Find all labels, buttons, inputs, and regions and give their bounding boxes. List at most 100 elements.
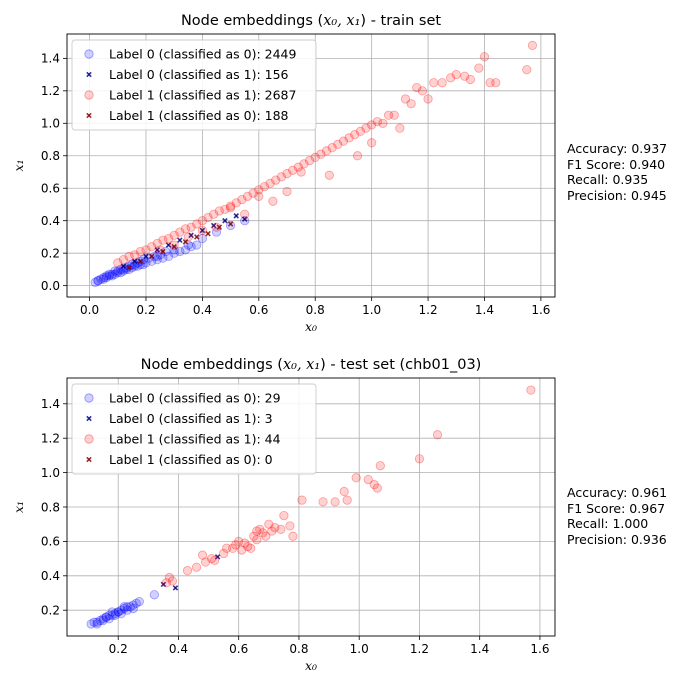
train-point [423,94,433,104]
train-point [169,230,179,240]
test-point [122,605,132,615]
train-point [333,139,343,149]
train-f1-score: F1 Score: 0.940 [567,156,666,172]
train-points [90,40,538,287]
train-point [389,110,399,120]
train-point [321,146,332,156]
train-point [107,269,117,279]
test-point [243,541,253,552]
test-xtick-label: 1.0 [350,642,369,656]
test-points [86,385,536,629]
train-point [152,251,162,262]
train-point [316,149,326,159]
test-point [92,619,102,629]
test-precision: Precision: 0.936 [567,531,667,547]
train-point-x [222,217,228,224]
train-point [107,271,117,281]
test-ylabel: x₁ [11,501,26,513]
train-point [104,271,114,281]
test-legend-label: Label 1 (classified as 1): 44 [109,432,281,447]
train-point [147,242,157,252]
train-accuracy: Accuracy: 0.937 [567,141,668,156]
test-point [128,600,138,610]
test-point [432,430,443,440]
train-point [130,250,140,260]
train-point [242,191,253,201]
test-point [288,531,298,541]
train-point [161,246,171,257]
train-point [211,222,222,232]
train-point [254,191,264,201]
train-point [113,266,123,276]
train-point-x [131,258,138,265]
test-ytick-label: 1.0 [41,466,60,480]
train-point [446,73,456,83]
test-legend-label: Label 1 (classified as 0): 0 [109,452,273,467]
test-point [330,497,340,507]
train-point [304,156,315,166]
train-point [226,201,236,211]
test-point [267,526,277,536]
train-point [400,94,411,104]
test-point [95,615,105,626]
test-point [113,607,123,617]
test-point [200,557,211,567]
test-xtick-label: 1.2 [410,642,429,656]
train-point [197,216,207,226]
test-point [167,576,178,586]
train-point [104,269,114,279]
train-legend-marker [84,90,94,100]
train-point-x [171,243,177,250]
train-point-x [210,222,217,229]
train-point [101,271,112,281]
test-point [119,602,129,612]
train-point [183,232,193,242]
train-point [141,245,151,255]
train-point [113,258,123,268]
test-chart: 0.2 0.4 0.6 0.8 1.0 1.2 1.4 1.6 0.2 0.4 0.6 0.8 1.0 1… [11,357,556,673]
test-point [279,510,289,521]
train-point [437,78,447,88]
test-metrics: Accuracy: 0.961 F1 Score: 0.967 Recall: … [567,485,667,547]
train-point [417,86,428,96]
test-ytick-label: 1.4 [41,397,60,411]
train-point [240,216,250,226]
train-point [344,133,354,143]
test-point [101,612,111,622]
test-point [116,605,126,615]
train-point [163,233,174,244]
test-point [104,614,114,624]
test-point [122,602,132,612]
test-ytick-label: 0.2 [41,604,60,618]
test-point [92,617,102,627]
train-ytick-label: 0.0 [41,279,60,293]
train-point [149,251,160,262]
test-series-1 [160,554,221,591]
train-point [231,198,241,208]
test-ytick-label: 0.4 [41,569,60,583]
test-point [182,566,193,576]
test-accuracy: Accuracy: 0.961 [567,485,668,500]
train-ytick-label: 1.4 [41,52,60,66]
train-point-x [177,237,183,243]
test-xtick-label: 0.2 [109,642,128,656]
test-legend-label: Label 0 (classified as 0): 29 [109,391,281,406]
test-ytick-label: 0.8 [41,500,60,514]
test-point [375,461,385,471]
train-point [226,220,236,231]
train-point [355,126,365,137]
train-point [192,240,202,250]
train-point [527,40,538,50]
train-point [265,178,275,188]
train-series-0 [90,216,250,287]
train-point-x [193,234,200,240]
train-point [429,78,439,88]
train-point [186,242,196,252]
train-point-x [199,227,206,234]
test-xtick-label: 1.4 [470,642,489,656]
train-legend-box [71,39,317,131]
train-point [350,130,360,140]
test-point [110,610,120,620]
train-point [169,240,179,250]
train-legend-label: Label 0 (classified as 0): 2449 [109,47,296,62]
